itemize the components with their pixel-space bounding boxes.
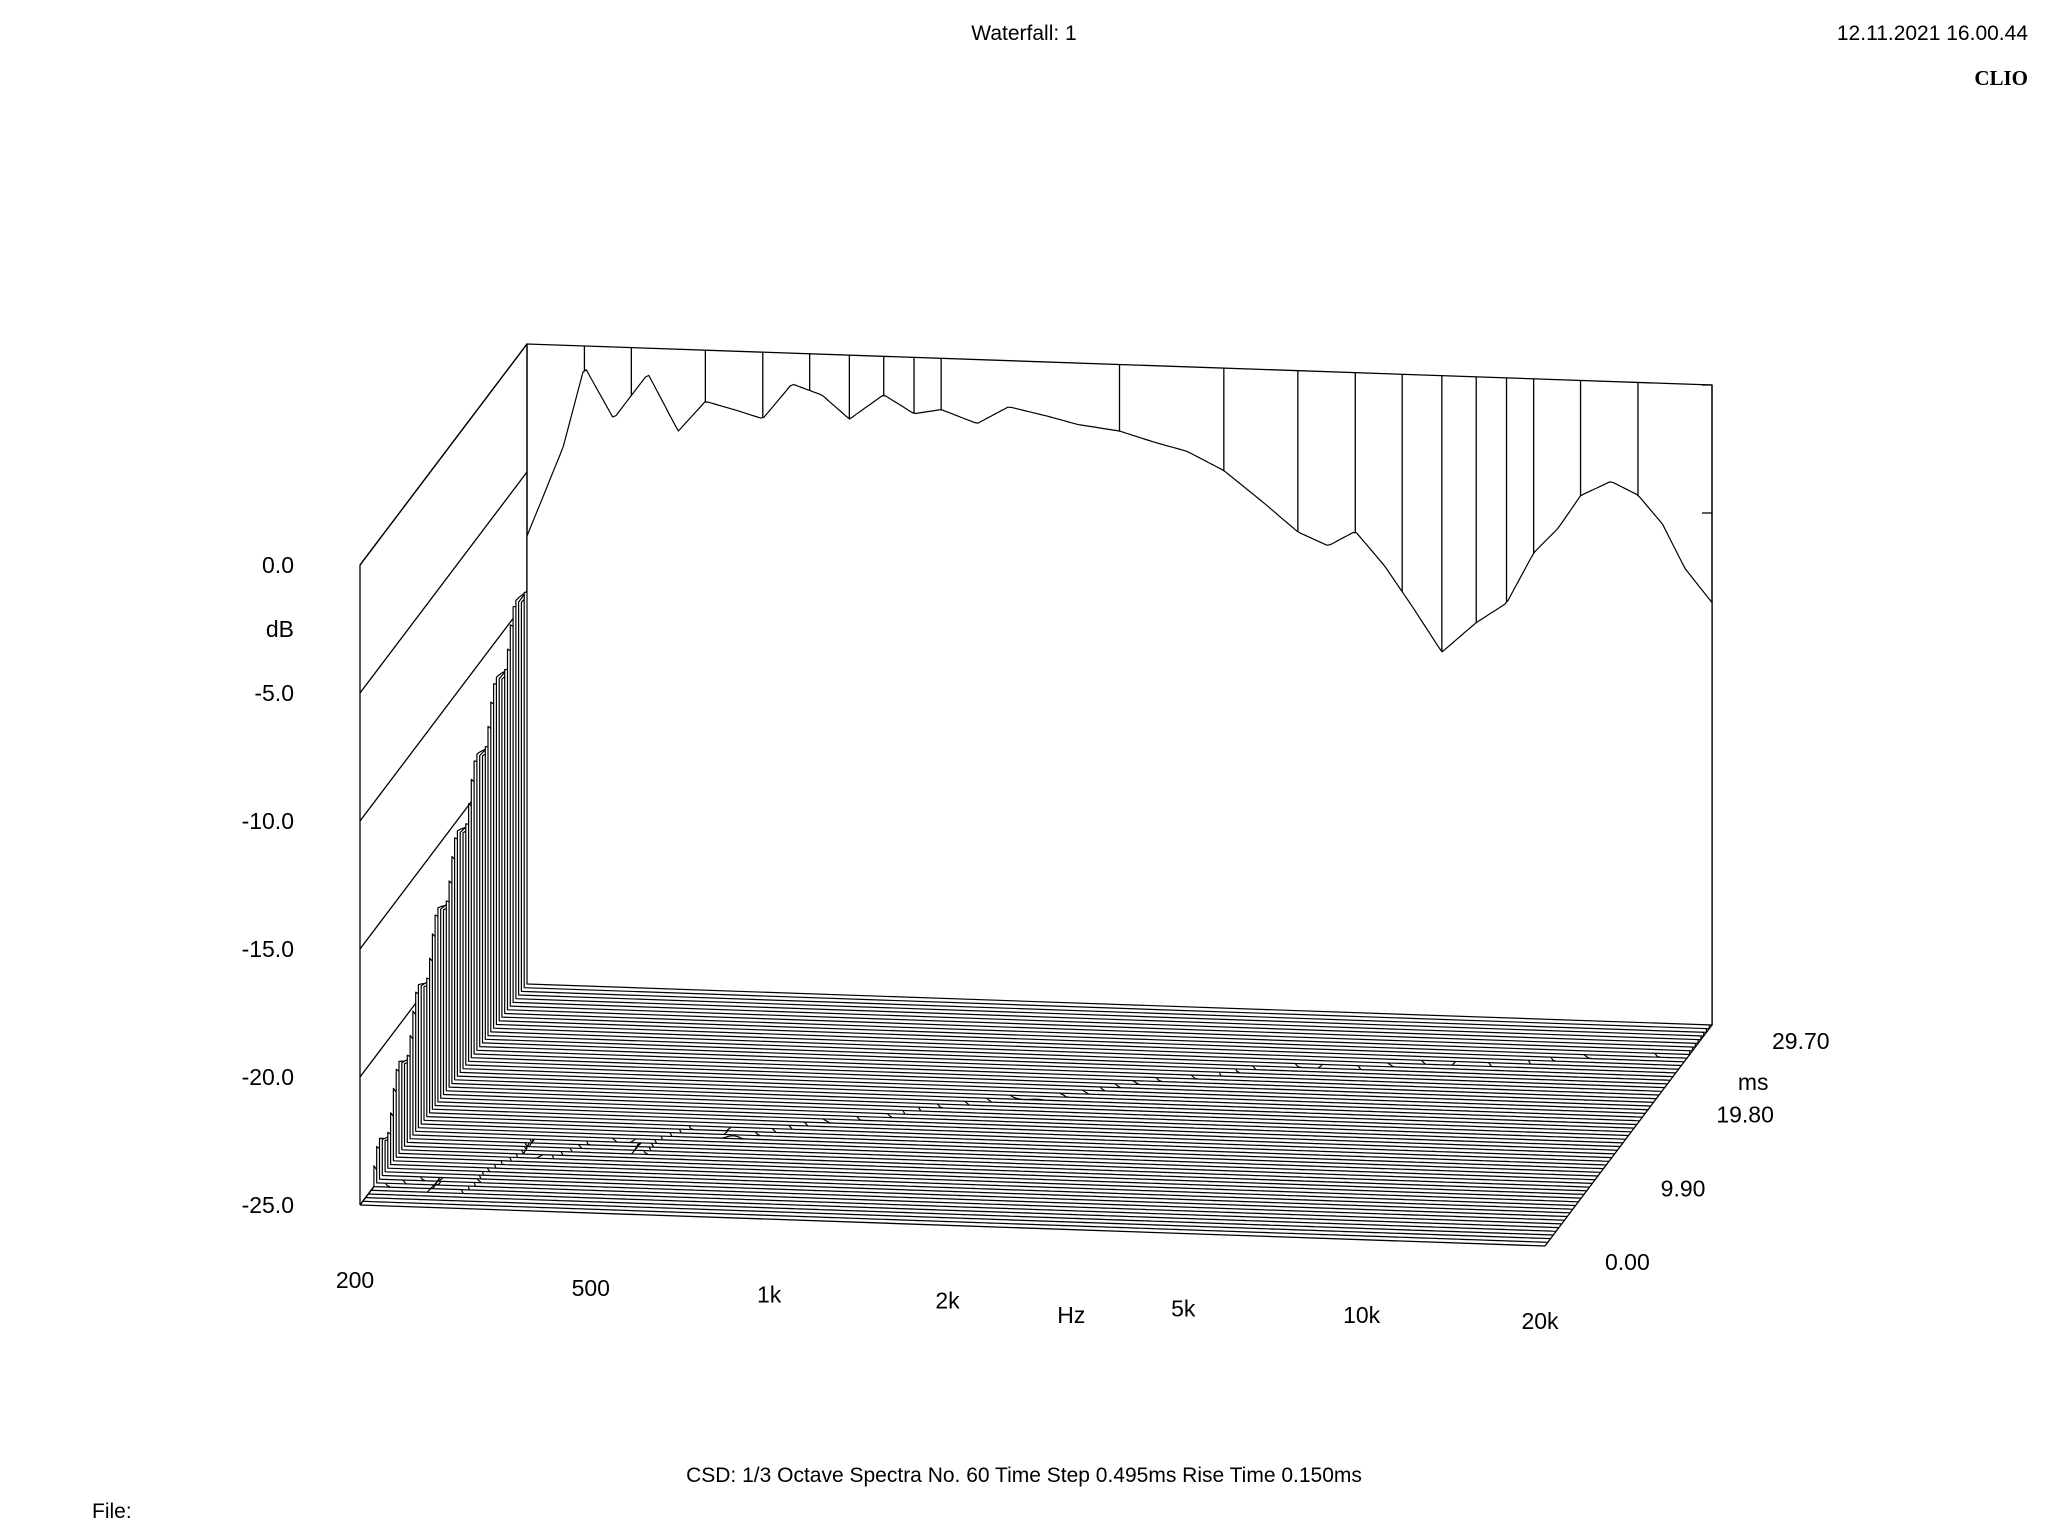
time-tick-label: 0.00	[1605, 1249, 1650, 1275]
brand-logo: CLIO	[1974, 66, 2028, 90]
spectrum-slice	[390, 1087, 1577, 1207]
spectrum-slice	[376, 1145, 1563, 1225]
timestamp: 12.11.2021 16.00.44	[1836, 22, 2028, 45]
db-tick-label: -15.0	[242, 936, 294, 962]
front-floor-edge	[359, 1204, 1546, 1247]
spectrum-slice	[373, 1154, 1560, 1229]
axis-labels: 0.0 -5.0 -10.0 -15.0 -20.0 -25.0 dB 200 500 1k 2k 5…	[242, 552, 1830, 1334]
spectrum-slice	[362, 1200, 1549, 1243]
db-gridline	[359, 471, 528, 694]
spectrum-slice	[409, 999, 1596, 1181]
spectrum-slice	[392, 1067, 1579, 1203]
measurement-info: CSD: 1/3 Octave Spectra No. 60 Time Step…	[686, 1464, 1362, 1487]
spectrum-slice	[381, 1134, 1568, 1218]
db-tick-label: 0.0	[262, 552, 294, 578]
spectrum-slice	[395, 1058, 1582, 1199]
spectrum-slice	[398, 1058, 1585, 1195]
freq-tick-label: 500	[572, 1275, 610, 1301]
freq-tick-label: 20k	[1521, 1308, 1559, 1334]
spectrum-slice	[367, 1193, 1554, 1236]
spectrum-slice	[401, 1055, 1588, 1192]
spectrum-slice	[387, 1111, 1574, 1210]
db-gridline	[359, 599, 528, 822]
time-tick-label: 19.80	[1716, 1102, 1774, 1128]
time-tick-label: 9.90	[1661, 1175, 1706, 1201]
spectrum-slice	[403, 1046, 1591, 1188]
db-gridline	[359, 343, 528, 566]
db-tick-label: -20.0	[242, 1064, 294, 1090]
freq-tick-label: 5k	[1171, 1296, 1196, 1322]
freq-tick-label: 10k	[1343, 1302, 1381, 1328]
db-tick-label: -5.0	[254, 680, 294, 706]
spectrum-slice	[384, 1130, 1571, 1214]
spectra-slices	[362, 369, 1713, 1243]
spectrum-slice	[370, 1175, 1557, 1232]
freq-tick-label: 200	[336, 1267, 374, 1293]
time-tick-label: 29.70	[1772, 1028, 1830, 1054]
spectrum-slice	[526, 369, 1713, 1026]
spectrum-slice	[365, 1197, 1552, 1240]
db-axis-label: dB	[266, 616, 294, 642]
db-tick-label: -25.0	[242, 1192, 294, 1218]
file-label: File:	[92, 1500, 132, 1523]
freq-tick-label: 1k	[757, 1281, 782, 1307]
freq-axis-label: Hz	[1057, 1302, 1085, 1328]
time-axis-label: ms	[1738, 1069, 1769, 1095]
db-tick-label: -10.0	[242, 808, 294, 834]
freq-tick-label: 2k	[935, 1288, 960, 1314]
chart-title: Waterfall: 1	[971, 22, 1077, 45]
spectrum-slice	[378, 1137, 1566, 1221]
spectrum-slice	[406, 1025, 1593, 1184]
